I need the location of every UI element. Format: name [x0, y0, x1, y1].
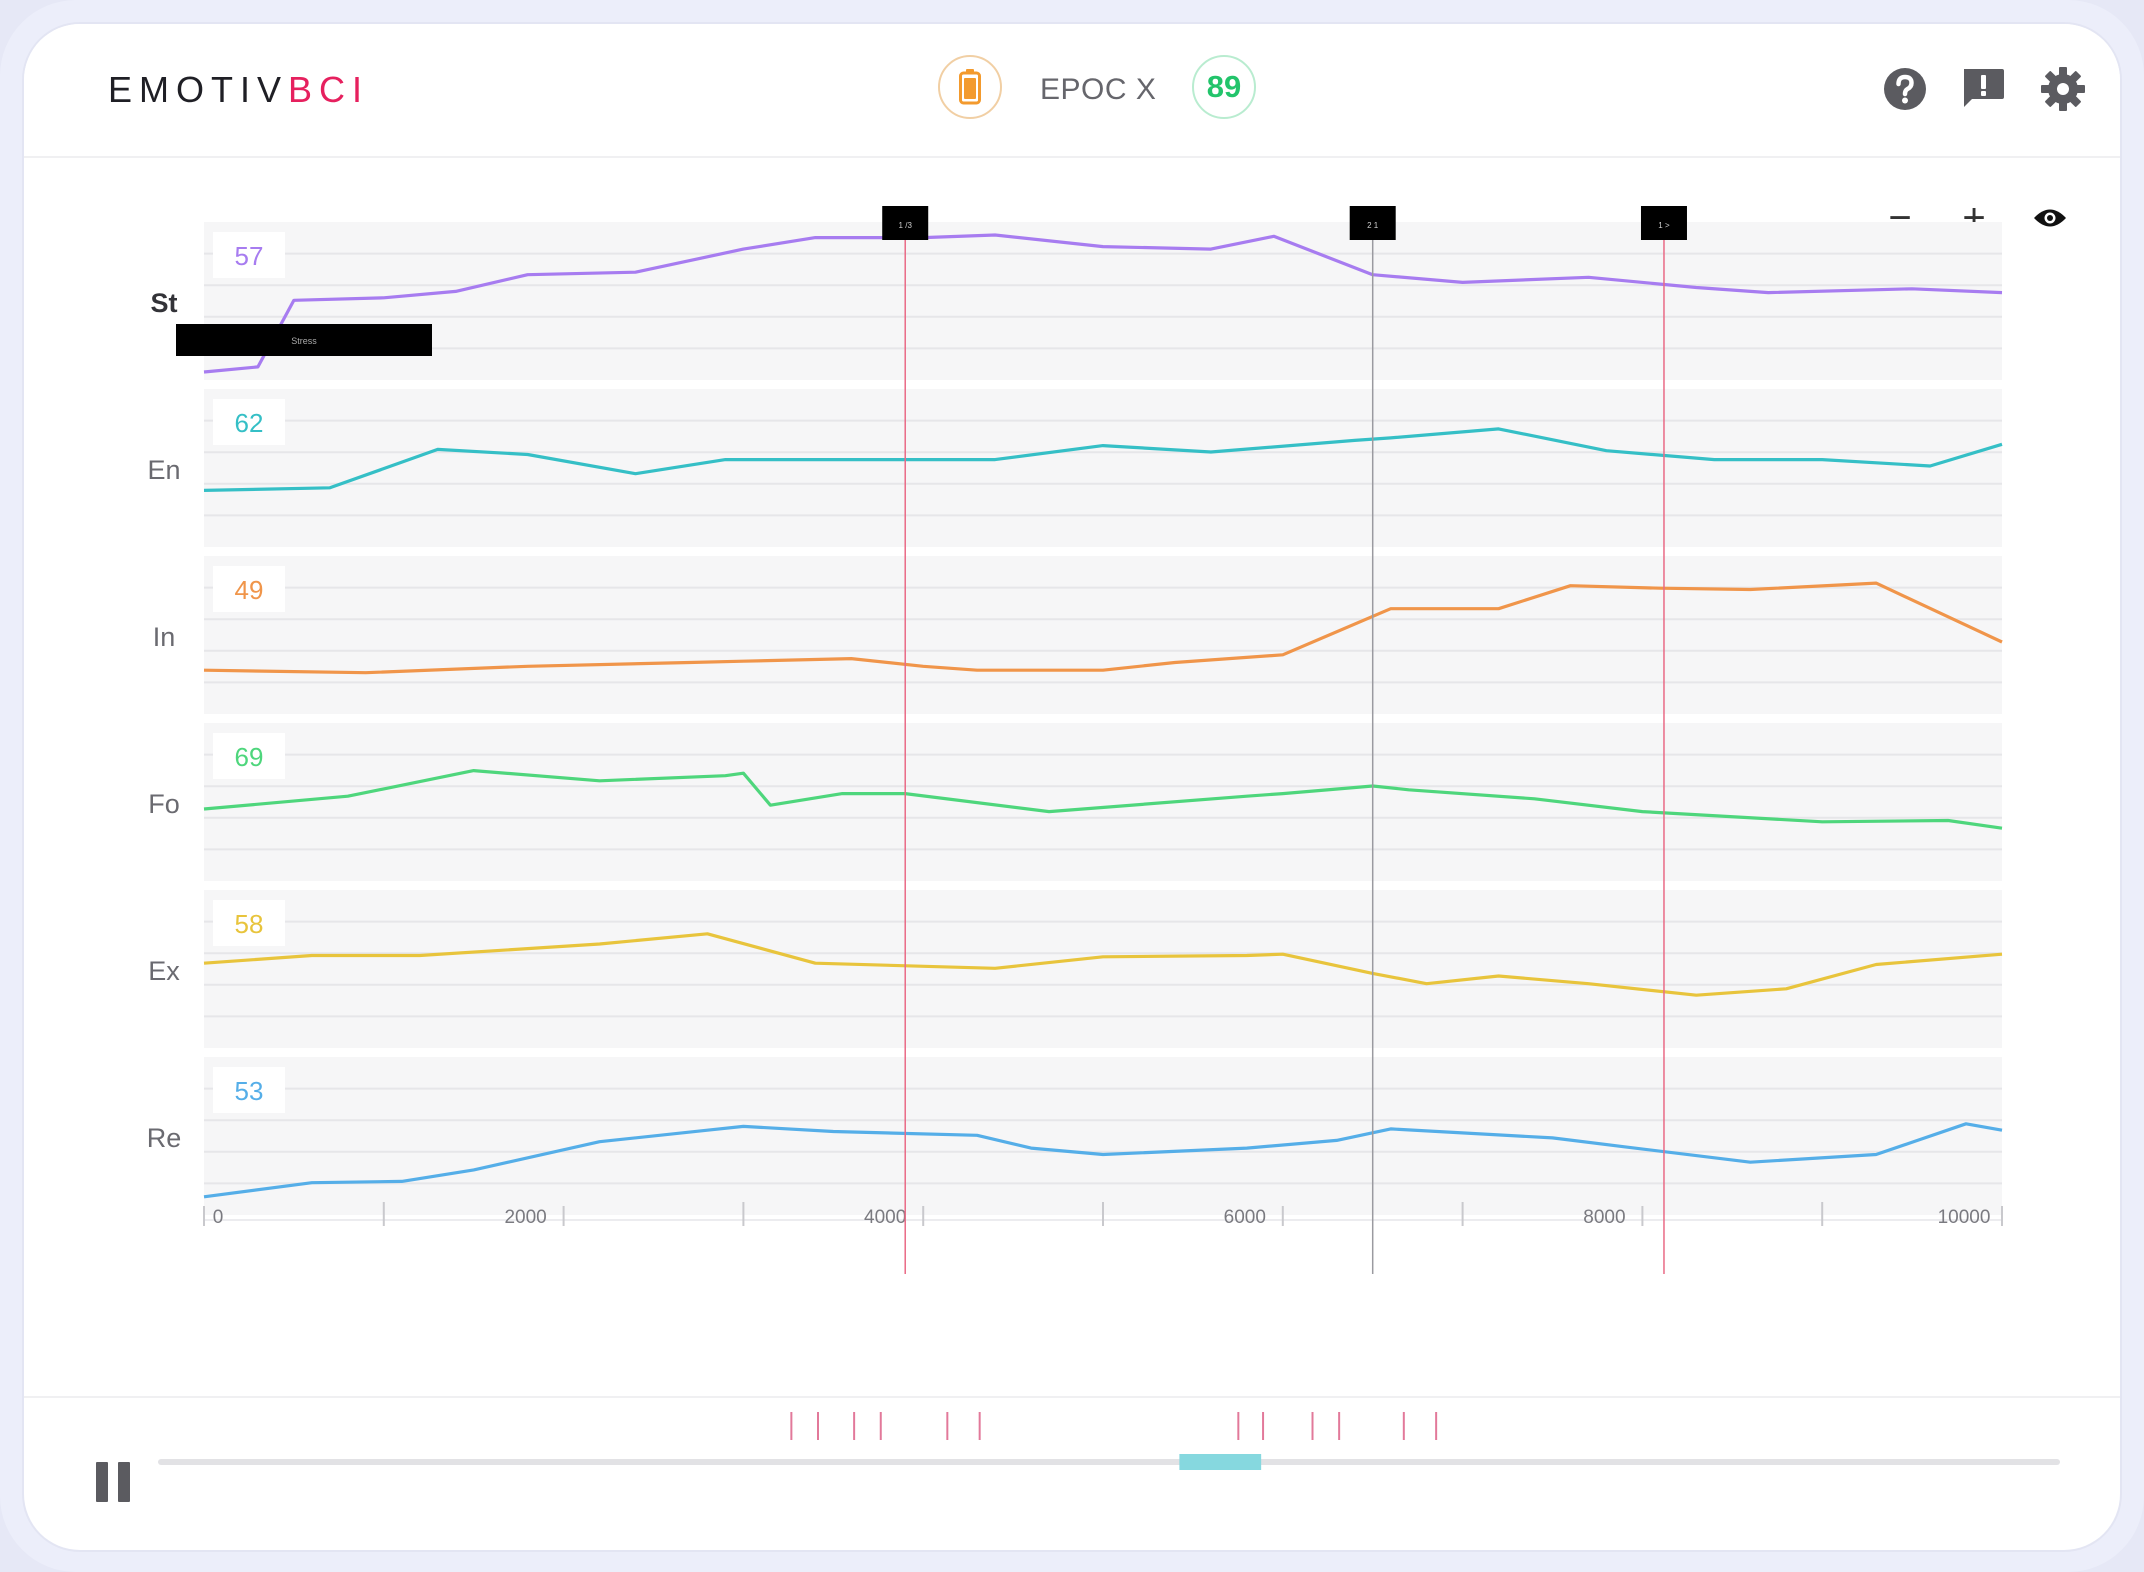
- current-value-ex: 58: [235, 909, 264, 939]
- x-tick-label: 10000: [1938, 1207, 1991, 1228]
- settings-icon[interactable]: [2040, 66, 2086, 112]
- x-tick-label: 0: [213, 1207, 224, 1228]
- visibility-toggle-button[interactable]: [2018, 186, 2082, 250]
- metric-panel-ex: [204, 890, 2002, 1048]
- top-bar: EMOTIVBCI EPOC X 89: [24, 24, 2120, 158]
- metric-panel-st: [204, 222, 2002, 380]
- marker-label-1: 1 /3: [899, 221, 913, 230]
- current-value-st: 57: [235, 241, 264, 271]
- device-name[interactable]: EPOC X: [1040, 73, 1157, 106]
- metric-tooltip-text: Stress: [291, 336, 317, 346]
- current-value-en: 62: [235, 408, 264, 438]
- metric-panel-re: [204, 1057, 2002, 1215]
- marker-flag-2[interactable]: [1349, 206, 1396, 240]
- x-tick-label: 2000: [504, 1207, 546, 1228]
- metric-label-fo[interactable]: Fo: [148, 789, 180, 819]
- metric-label-en[interactable]: En: [147, 455, 180, 485]
- contact-quality-badge[interactable]: 89: [1192, 55, 1256, 119]
- x-tick-label: 6000: [1224, 1207, 1266, 1228]
- current-value-in: 49: [235, 575, 264, 605]
- playback-bar: [24, 1396, 2120, 1550]
- battery-indicator[interactable]: [938, 55, 1002, 119]
- app-window: EMOTIVBCI EPOC X 89: [24, 24, 2120, 1550]
- marker-label-3: 1 >: [1658, 221, 1670, 230]
- metric-panel-in: [204, 556, 2002, 714]
- help-icon[interactable]: [1882, 66, 1928, 112]
- metric-label-ex[interactable]: Ex: [148, 956, 180, 986]
- series-line-in: [203, 581, 2003, 675]
- metric-label-re[interactable]: Re: [147, 1123, 182, 1153]
- metric-label-in[interactable]: In: [153, 622, 176, 652]
- logo-text-bci: BCI: [288, 69, 370, 110]
- current-value-box: [213, 900, 285, 946]
- current-value-box: [213, 733, 285, 779]
- current-value-box: [213, 399, 285, 445]
- series-line-st: [203, 233, 2003, 374]
- current-value-box: [213, 566, 285, 612]
- series-line-en: [203, 427, 2003, 492]
- series-line-ex: [203, 932, 2003, 997]
- current-value-fo: 69: [235, 742, 264, 772]
- pause-icon: [96, 1462, 108, 1502]
- current-value-box: [213, 1067, 285, 1113]
- eye-icon: [2034, 209, 2066, 227]
- logo-text-emotiv: EMOTIV: [108, 69, 289, 110]
- series-line-re: [203, 1122, 2003, 1199]
- marker-label-2: 2 1: [1367, 221, 1379, 230]
- pause-icon-bar: [118, 1462, 130, 1502]
- marker-flag-3[interactable]: [1640, 206, 1687, 240]
- metric-panel-fo: [204, 723, 2002, 881]
- battery-icon: [959, 69, 981, 105]
- x-tick-label: 4000: [864, 1207, 906, 1228]
- current-value-re: 53: [235, 1076, 264, 1106]
- pause-button[interactable]: [96, 1462, 132, 1502]
- metric-label-st[interactable]: St: [151, 288, 178, 318]
- performance-metrics-chart: 57 St 62 En 49 In 69 Fo 58 Ex 53 Re 0 2000 4000 6000 800…: [147, 206, 2003, 1274]
- timeline-playhead-window[interactable]: [1179, 1454, 1262, 1470]
- feedback-icon[interactable]: [1960, 66, 2006, 112]
- x-tick-label: 8000: [1583, 1207, 1625, 1228]
- metric-panel-en: [204, 389, 2002, 547]
- app-logo: EMOTIVBCI: [108, 70, 369, 110]
- metric-tooltip: [176, 324, 432, 356]
- series-line-fo: [203, 768, 2003, 830]
- marker-flag-1[interactable]: [882, 206, 929, 240]
- timeline-track[interactable]: [158, 1459, 2060, 1465]
- timeline-scrubber[interactable]: [24, 1396, 2120, 1550]
- current-value-box: [213, 232, 285, 278]
